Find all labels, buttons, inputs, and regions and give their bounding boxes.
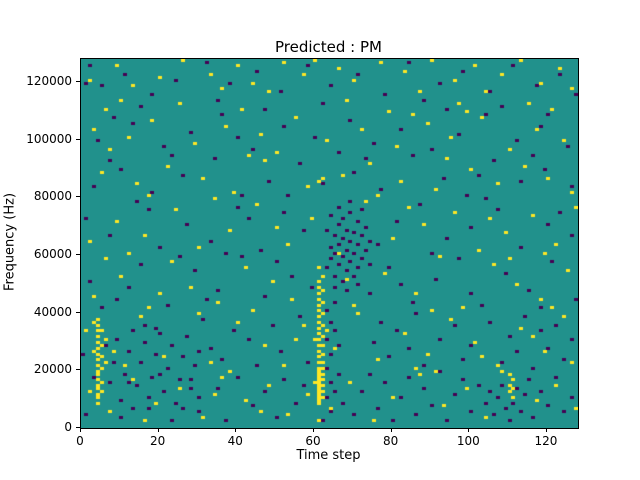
x-tick-mark [235,428,237,432]
y-tick-label: 60000 [33,247,72,262]
x-tick-mark [157,428,159,432]
y-tick-mark [76,196,80,198]
y-axis-label: Frequency (Hz) [2,192,18,292]
y-tick-label: 0 [64,420,72,434]
y-tick-mark [76,311,80,313]
y-tick-mark [76,81,80,83]
y-tick-label: 100000 [26,131,72,146]
x-tick-label: 60 [305,434,321,448]
x-tick-label: 120 [534,434,558,448]
y-tick-label: 120000 [26,74,72,89]
y-tick-mark [76,138,80,140]
y-tick-label: 80000 [33,189,72,204]
x-tick-mark [468,428,470,432]
x-tick-label: 0 [76,434,84,448]
chart-title: Predicted : PM [275,38,382,56]
x-tick-label: 80 [382,434,399,448]
y-tick-mark [76,254,80,256]
x-tick-label: 100 [456,434,480,448]
x-axis-label: Time step [296,448,361,463]
x-tick-label: 20 [150,434,166,448]
heatmap-canvas [81,59,578,428]
plot-area [80,58,579,429]
x-tick-mark [312,428,314,432]
y-tick-mark [76,369,80,371]
x-tick-label: 40 [227,434,243,448]
y-tick-label: 20000 [33,362,72,377]
y-tick-label: 40000 [33,304,72,319]
x-tick-mark [545,428,547,432]
x-tick-mark [80,428,81,432]
y-tick-mark [76,427,80,428]
x-tick-mark [390,428,392,432]
